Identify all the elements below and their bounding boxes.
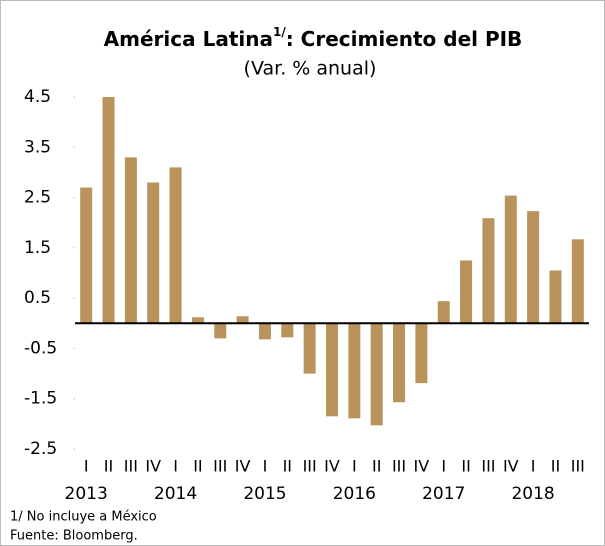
x-year-label: 2018 [511,484,554,504]
y-tick-label: -1.5 [24,389,57,409]
x-tick-label: II [551,457,560,476]
x-tick-label: II [461,457,470,476]
y-tick-label: 0.5 [24,288,51,308]
chart-subtitle: (Var. % anual) [244,58,377,80]
bar [504,195,517,324]
y-tick-label: -2.5 [24,439,57,459]
x-tick-label: III [571,457,585,476]
bar [393,323,406,403]
x-tick-label: III [303,457,317,476]
x-tick-label: II [372,457,381,476]
x-tick-label: IV [324,457,340,476]
bar [281,323,294,338]
x-year-label: 2016 [333,484,376,504]
y-tick-label: 1.5 [24,238,51,258]
bar [460,260,473,324]
bar [482,218,495,324]
title-main: América Latina [104,27,273,51]
x-tick-label: II [104,457,113,476]
bar [191,317,204,324]
x-tick-label: I [84,457,89,476]
bar [527,211,540,324]
bar [415,323,428,384]
bar [236,316,249,324]
footnote: Fuente: Bloomberg. [10,529,138,544]
x-year-label: 2014 [154,484,197,504]
bar [303,323,316,374]
bar [571,239,584,324]
title-rest: : Crecimiento del PIB [286,27,523,51]
bar [326,323,338,417]
title-superscript: 1/ [273,25,286,39]
x-tick-label: III [392,457,406,476]
chart-title: América Latina1/: Crecimiento del PIB [104,25,523,51]
bar [80,187,93,324]
bar [549,270,562,324]
y-tick-label: 2.5 [24,188,51,208]
bar [124,157,137,324]
x-tick-label: III [213,457,227,476]
x-tick-label: II [193,457,202,476]
x-tick-label: I [173,457,178,476]
x-tick-label: IV [414,457,430,476]
y-tick-label: 3.5 [24,137,51,157]
bar [348,323,361,419]
bar [169,167,182,324]
y-tick-label: 4.5 [24,87,51,107]
bar [437,301,450,324]
bar [370,323,383,426]
x-year-label: 2017 [422,484,465,504]
x-tick-label: IV [503,457,519,476]
x-tick-label: III [124,457,138,476]
x-tick-label: I [352,457,357,476]
bar [258,323,271,340]
bar [102,97,115,324]
x-tick-label: IV [145,457,161,476]
x-tick-label: I [531,457,536,476]
bar [214,323,227,339]
x-tick-label: III [481,457,495,476]
x-year-label: 2013 [65,484,108,504]
x-tick-label: II [283,457,292,476]
x-tick-label: I [441,457,446,476]
y-tick-label: -0.5 [24,338,57,358]
bar [147,182,160,324]
x-tick-label: IV [235,457,251,476]
x-year-label: 2015 [243,484,286,504]
footnote: 1/ No incluye a México [10,510,157,525]
x-tick-label: I [263,457,268,476]
